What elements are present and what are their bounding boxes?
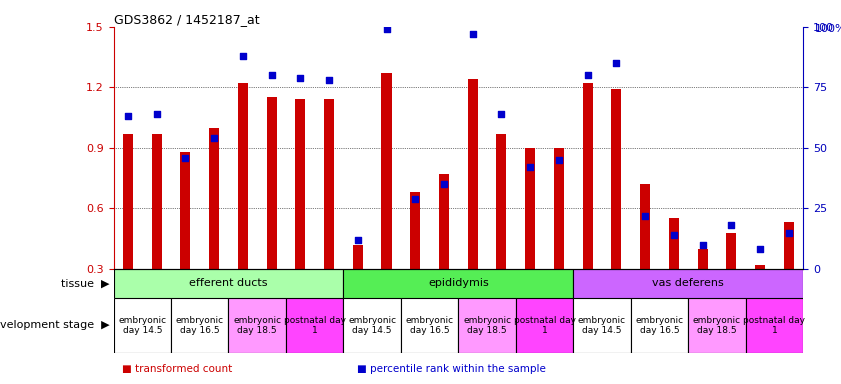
Point [351, 237, 364, 243]
Bar [180, 152, 190, 269]
Point [236, 53, 250, 59]
Point [437, 181, 451, 187]
Text: tissue  ▶: tissue ▶ [61, 278, 109, 288]
Bar [229, 298, 286, 353]
Bar [352, 245, 362, 269]
Point [610, 60, 623, 66]
Text: ■ transformed count: ■ transformed count [122, 364, 232, 374]
Bar [238, 83, 248, 269]
Bar [746, 298, 803, 353]
Text: epididymis: epididymis [428, 278, 489, 288]
Bar [286, 298, 343, 353]
Bar [496, 134, 506, 269]
Text: embryonic
day 18.5: embryonic day 18.5 [693, 316, 741, 335]
Bar [554, 148, 564, 269]
Bar [697, 249, 707, 269]
Bar [755, 265, 765, 269]
Bar [784, 222, 794, 269]
Point [696, 242, 709, 248]
Text: postnatal day
1: postnatal day 1 [514, 316, 575, 335]
Point [553, 157, 566, 163]
Bar [439, 174, 449, 269]
Bar [669, 218, 679, 269]
Point [495, 111, 508, 117]
Bar [688, 298, 746, 353]
Point [121, 113, 135, 119]
Text: embryonic
day 14.5: embryonic day 14.5 [348, 316, 396, 335]
Point [178, 154, 192, 161]
Point [380, 26, 394, 32]
Text: ■ percentile rank within the sample: ■ percentile rank within the sample [357, 364, 547, 374]
Text: efferent ducts: efferent ducts [189, 278, 267, 288]
Y-axis label: 100%: 100% [815, 25, 841, 35]
Text: embryonic
day 14.5: embryonic day 14.5 [578, 316, 626, 335]
Bar [525, 148, 535, 269]
Bar [123, 134, 133, 269]
Text: embryonic
day 16.5: embryonic day 16.5 [176, 316, 224, 335]
Text: postnatal day
1: postnatal day 1 [743, 316, 806, 335]
Bar [267, 98, 277, 269]
Bar [209, 127, 220, 269]
Bar [640, 184, 650, 269]
Bar [458, 298, 516, 353]
Point [667, 232, 680, 238]
Point [409, 195, 422, 202]
Bar [410, 192, 420, 269]
Point [725, 222, 738, 228]
Point [782, 230, 796, 236]
Text: embryonic
day 16.5: embryonic day 16.5 [636, 316, 684, 335]
Point [294, 74, 307, 81]
Bar [151, 134, 161, 269]
Bar [295, 99, 305, 269]
Bar [631, 298, 688, 353]
Point [754, 247, 767, 253]
Text: GDS3862 / 1452187_at: GDS3862 / 1452187_at [114, 13, 259, 26]
Text: development stage  ▶: development stage ▶ [0, 320, 109, 331]
Bar [114, 269, 343, 298]
Bar [727, 233, 737, 269]
Point [208, 135, 221, 141]
Bar [583, 83, 593, 269]
Bar [516, 298, 574, 353]
Text: embryonic
day 18.5: embryonic day 18.5 [233, 316, 281, 335]
Bar [324, 99, 334, 269]
Bar [468, 79, 478, 269]
Point [581, 72, 595, 78]
Text: vas deferens: vas deferens [653, 278, 724, 288]
Bar [574, 269, 803, 298]
Bar [171, 298, 229, 353]
Bar [343, 298, 401, 353]
Bar [574, 298, 631, 353]
Point [265, 72, 278, 78]
Bar [611, 89, 621, 269]
Text: embryonic
day 14.5: embryonic day 14.5 [119, 316, 167, 335]
Bar [382, 73, 392, 269]
Bar [401, 298, 458, 353]
Text: embryonic
day 16.5: embryonic day 16.5 [405, 316, 453, 335]
Point [466, 31, 479, 37]
Text: postnatal day
1: postnatal day 1 [283, 316, 346, 335]
Point [322, 77, 336, 83]
Bar [114, 298, 171, 353]
Text: embryonic
day 18.5: embryonic day 18.5 [463, 316, 511, 335]
Point [638, 212, 652, 218]
Point [523, 164, 537, 170]
Bar [343, 269, 574, 298]
Point [150, 111, 163, 117]
